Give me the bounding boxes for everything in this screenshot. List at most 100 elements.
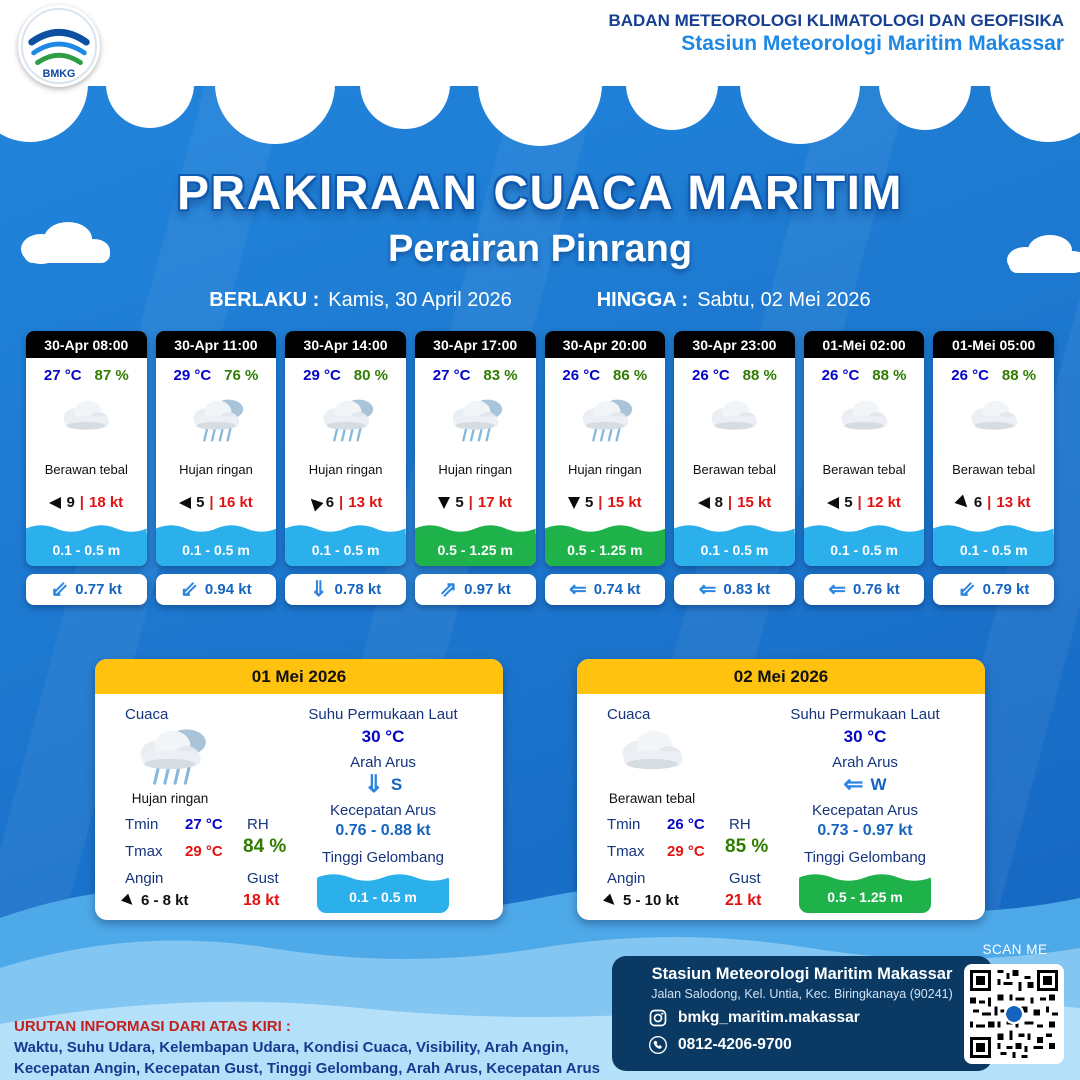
current-speed: 0.97 kt <box>464 581 511 598</box>
current-direction-row: ⇐ W <box>775 773 955 797</box>
forecast-card: 30-Apr 14:00 29 °C 80 % Hujan ringan 6 |… <box>285 331 406 566</box>
temp-humidity-row: 29 °C 76 % <box>156 358 277 386</box>
forecast-card: 30-Apr 23:00 26 °C 88 % Berawan tebal 8 … <box>674 331 795 566</box>
weather-icon <box>156 386 277 452</box>
current-card: ⇐ 0.76 kt <box>803 574 925 605</box>
wave-height: 0.5 - 1.25 m <box>437 542 513 558</box>
current-direction-icon: ⇐ <box>698 578 717 601</box>
forecast-column: 30-Apr 20:00 26 °C 86 % Hujan ringan 5 |… <box>544 331 666 605</box>
wave-fill <box>674 534 795 566</box>
forecast-card: 30-Apr 11:00 29 °C 76 % Hujan ringan 5 |… <box>155 331 277 566</box>
tmin-value: 26 °C <box>667 816 705 833</box>
sst-value: 30 °C <box>843 727 887 746</box>
wave-crest-icon <box>803 525 925 535</box>
scan-me-label: SCAN ME <box>982 942 1048 957</box>
legend-line: Waktu, Suhu Udara, Kelembapan Udara, Kon… <box>14 1039 569 1056</box>
rh-value: 85 % <box>725 836 769 857</box>
weather-icon <box>599 722 705 788</box>
wave-height-label: Tinggi Gelombang <box>321 849 444 866</box>
instagram-icon <box>649 1009 667 1027</box>
weather-icon <box>285 386 406 452</box>
qr-code-icon <box>970 970 1058 1058</box>
visibility-value: 5 <box>455 494 464 511</box>
bmkg-logo: BMKG <box>18 5 100 87</box>
wind-row: 5 | 15 kt <box>545 486 666 519</box>
hingga-label: HINGGA : <box>596 289 689 311</box>
wind-row: 5 | 16 kt <box>156 486 277 519</box>
forecast-time: 30-Apr 20:00 <box>544 331 666 358</box>
wind-speed: 12 kt <box>866 494 901 511</box>
gust-value: 21 kt <box>725 892 762 909</box>
wind-row: 9 | 18 kt <box>26 486 147 519</box>
forecast-time: 30-Apr 08:00 <box>26 331 147 358</box>
temp-humidity-row: 26 °C 88 % <box>674 358 795 386</box>
current-direction-label: Arah Arus <box>350 754 416 771</box>
current-speed: 0.76 kt <box>853 581 900 598</box>
wind-label: Angin <box>607 870 646 887</box>
small-cloud-decoration <box>21 222 110 264</box>
air-temperature: 26 °C <box>691 367 730 384</box>
daily-date: 02 Mei 2026 <box>577 659 985 694</box>
weather-condition: Berawan tebal <box>952 461 1036 477</box>
wind-row: 5 | 17 kt <box>415 486 536 519</box>
separator: | <box>468 494 473 511</box>
wave-crest-icon <box>799 874 931 884</box>
wind-row: 6 | 13 kt <box>285 486 406 519</box>
temp-humidity-row: 29 °C 80 % <box>285 358 406 386</box>
visibility-value: 9 <box>66 494 75 511</box>
visibility-value: 6 <box>325 494 335 511</box>
temp-humidity-row: 26 °C 86 % <box>545 358 666 386</box>
wave-fill <box>544 534 666 566</box>
forecast-card: 30-Apr 20:00 26 °C 86 % Hujan ringan 5 |… <box>544 331 666 566</box>
header-bar <box>0 0 1080 62</box>
separator: | <box>339 494 344 511</box>
forecast-column: 01-Mei 02:00 26 °C 88 % Berawan tebal 5 … <box>803 331 925 605</box>
weather-icon <box>804 386 925 452</box>
wave-fill <box>26 534 147 566</box>
current-direction-label: Arah Arus <box>832 754 898 771</box>
valid-from: BERLAKU : Kamis, 30 April 2026 <box>209 289 511 312</box>
phone-number: 0812-4206-9700 <box>678 1036 792 1053</box>
current-direction-icon: ⇓ <box>309 578 328 601</box>
weather-condition: Berawan tebal <box>822 461 906 477</box>
cuaca-label: Cuaca <box>607 706 651 723</box>
berlaku-value: Kamis, 30 April 2026 <box>328 289 512 311</box>
current-speed: 0.79 kt <box>982 581 1030 598</box>
wave-crest-icon <box>544 525 666 535</box>
wave-height: 0.1 - 0.5 m <box>959 542 1028 558</box>
visibility-value: 6 <box>973 494 983 511</box>
relative-humidity: 76 % <box>224 367 259 384</box>
temp-humidity-row: 26 °C 88 % <box>804 358 925 386</box>
gust-value: 18 kt <box>243 892 280 909</box>
current-speed: 0.83 kt <box>723 581 771 598</box>
wind-row: 8 | 15 kt <box>674 486 795 519</box>
current-card: ⇙ 0.79 kt <box>933 574 1054 605</box>
wind-row: 6 | 13 kt <box>933 486 1054 519</box>
forecast-time: 01-Mei 05:00 <box>933 331 1054 358</box>
wind-speed: 13 kt <box>348 494 383 511</box>
weather-icon <box>415 386 536 452</box>
wind-speed: 15 kt <box>737 494 772 511</box>
daily-card: 02 Mei 2026 Cuaca Berawan tebal Tmin 26 … <box>577 659 985 920</box>
wave-height-band: 0.1 - 0.5 m <box>155 522 277 566</box>
wave-height-band: 0.1 - 0.5 m <box>317 871 449 913</box>
visibility-value: 5 <box>844 494 853 511</box>
wave-fill <box>799 883 931 913</box>
weather-icon <box>933 386 1054 452</box>
current-card: ⇓ 0.78 kt <box>285 574 406 605</box>
visibility-value: 5 <box>584 494 594 511</box>
wind-direction-icon <box>827 496 840 509</box>
wave-fill <box>414 534 536 566</box>
wave-height-band: 0.1 - 0.5 m <box>803 522 925 566</box>
tmax-value: 29 °C <box>667 843 705 860</box>
wind-speed: 13 kt <box>996 494 1031 511</box>
instagram-row: bmkg_maritim.makassar <box>648 1008 992 1028</box>
wind-direction-icon <box>697 496 710 509</box>
wind-speed: 15 kt <box>607 494 642 511</box>
current-speed-value: 0.76 - 0.88 kt <box>335 822 431 839</box>
relative-humidity: 87 % <box>94 367 129 384</box>
wave-height-band: 0.5 - 1.25 m <box>799 871 931 913</box>
page-title: PRAKIRAAN CUACA MARITIM <box>177 167 903 220</box>
relative-humidity: 88 % <box>872 367 907 384</box>
